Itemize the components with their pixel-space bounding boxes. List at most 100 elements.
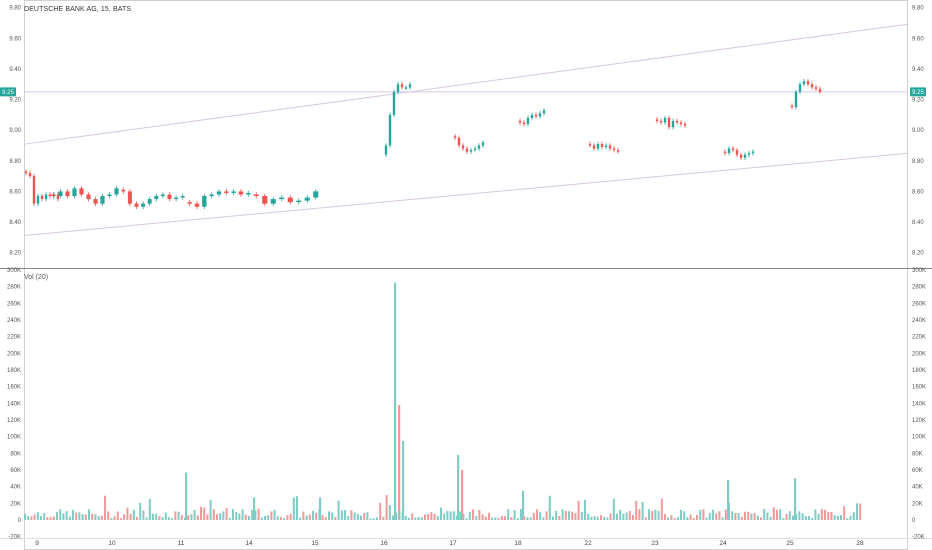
volume-tick-right: 60K xyxy=(912,468,923,474)
volume-bar xyxy=(651,510,654,520)
candle-body xyxy=(739,154,743,158)
trendline xyxy=(23,152,909,237)
price-tick-left: 8.60 xyxy=(9,189,21,195)
price-tick-right: 9.80 xyxy=(912,6,924,12)
volume-bar xyxy=(177,511,180,520)
candle-body xyxy=(154,196,159,200)
volume-bar xyxy=(827,512,830,520)
time-tick-label: 10 xyxy=(108,540,116,547)
volume-bar xyxy=(132,509,135,520)
volume-bar xyxy=(174,511,177,520)
candle-body xyxy=(32,176,36,204)
volume-bar xyxy=(750,513,753,520)
volume-bar xyxy=(436,515,439,520)
candle-body xyxy=(147,199,152,204)
volume-bar xyxy=(113,516,116,520)
volume-bar xyxy=(185,472,188,520)
candle-body xyxy=(262,196,268,204)
volume-bar xyxy=(427,514,430,520)
volume-bar xyxy=(824,509,826,520)
volume-bar xyxy=(331,512,334,520)
volume-bar xyxy=(253,497,256,520)
price-tick-right: 9.60 xyxy=(912,36,924,42)
volume-bar xyxy=(68,516,71,520)
volume-bar xyxy=(494,517,497,520)
candle-body xyxy=(526,117,530,125)
candle-body xyxy=(392,91,396,115)
volume-bar xyxy=(648,509,650,520)
volume-bar xyxy=(212,509,215,520)
candle-body xyxy=(608,145,612,149)
candle-body xyxy=(51,194,56,197)
volume-bar xyxy=(577,500,580,520)
volume-bar xyxy=(372,518,375,520)
candle-body xyxy=(194,203,200,207)
candle-body xyxy=(794,91,798,108)
candle-body xyxy=(28,173,32,177)
candle-body xyxy=(727,148,731,154)
volume-bar xyxy=(203,507,206,520)
volume-bar xyxy=(840,515,842,520)
volume-tick-right: 160K xyxy=(912,385,926,391)
price-tick-left: 8.20 xyxy=(9,251,21,257)
volume-bar xyxy=(462,513,465,520)
volume-bar xyxy=(766,512,769,520)
candle-body xyxy=(107,194,112,197)
candle-body xyxy=(56,194,60,200)
volume-bar xyxy=(395,512,398,520)
volume-bar xyxy=(110,518,113,520)
candle-body xyxy=(114,188,119,195)
volume-bar xyxy=(728,502,730,520)
volume-bar xyxy=(612,498,615,520)
volume-bar xyxy=(475,516,478,520)
volume-tick-right: 260K xyxy=(912,301,926,307)
volume-bar xyxy=(116,511,119,520)
candle-body xyxy=(818,88,822,92)
volume-bar xyxy=(852,512,855,520)
volume-bar xyxy=(414,517,417,520)
candle-body xyxy=(453,136,457,138)
candle-body xyxy=(659,120,663,123)
volume-bar xyxy=(753,513,756,520)
volume-bar xyxy=(699,510,702,520)
volume-bar xyxy=(846,518,849,520)
last-price-badge-left-label: 9.25 xyxy=(2,90,14,96)
volume-bar xyxy=(596,516,599,520)
candle-body xyxy=(751,151,755,154)
volume-tick-left: 20K xyxy=(10,501,21,507)
volume-bar xyxy=(24,513,26,520)
volume-bar xyxy=(622,513,625,520)
volume-bar xyxy=(148,498,151,520)
volume-bar xyxy=(206,514,209,520)
candle-body xyxy=(667,117,671,128)
volume-bar xyxy=(161,517,164,520)
volume-bar xyxy=(564,510,567,520)
volume-bar xyxy=(219,513,222,520)
price-tick-right: 9.40 xyxy=(912,67,924,73)
volume-bar xyxy=(686,517,689,520)
volume-title: Vol (20) xyxy=(24,274,49,281)
volume-bar xyxy=(193,509,196,520)
volume-bar xyxy=(244,514,247,520)
candle-body xyxy=(313,191,319,198)
volume-bar xyxy=(155,513,158,520)
candle-body xyxy=(723,151,727,154)
volume-bar xyxy=(457,455,460,520)
volume-bar xyxy=(382,516,385,520)
volume-bar xyxy=(776,509,778,520)
volume-bar xyxy=(401,511,404,520)
price-tick-right: 8.60 xyxy=(912,189,924,195)
candle-body xyxy=(802,81,806,85)
volume-bar xyxy=(78,512,81,520)
volume-bar xyxy=(488,512,490,520)
candle-body xyxy=(127,191,132,204)
volume-bar xyxy=(680,509,682,520)
volume-bar xyxy=(184,517,186,520)
candle-body xyxy=(24,171,28,174)
volume-bar xyxy=(196,515,199,520)
candle-body xyxy=(679,122,683,125)
volume-bar xyxy=(580,511,583,520)
volume-bar xyxy=(27,516,30,520)
